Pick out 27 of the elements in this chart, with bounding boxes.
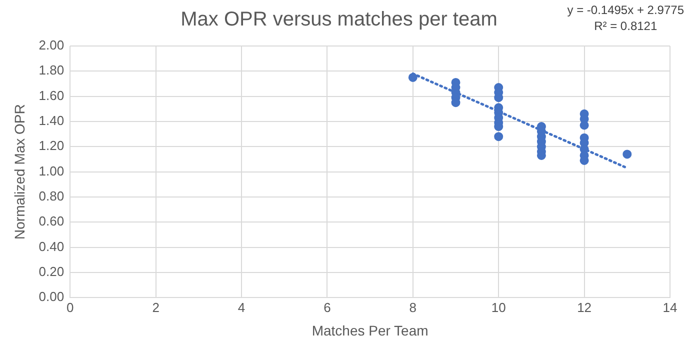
point	[494, 132, 504, 142]
x-tick-label: 14	[662, 300, 678, 315]
point	[622, 150, 632, 159]
x-axis-title: Matches Per Team	[312, 322, 428, 338]
x-tick-label: 4	[238, 300, 246, 315]
y-tick-label: 0.00	[38, 289, 64, 304]
y-tick-label: 0.80	[38, 188, 64, 204]
text: R² = 0.8121	[593, 18, 658, 34]
y-tick-label: 1.60	[38, 88, 64, 103]
x-tick-label: 6	[324, 300, 331, 315]
y-tick-label: 1.00	[38, 163, 64, 178]
y-tick-label: 1.40	[38, 113, 64, 128]
text: y = -0.1495x + 2.9775	[567, 2, 684, 18]
y-tick-label: 0.20	[38, 264, 64, 280]
y-axis-title: Normalized Max OPR	[11, 104, 28, 240]
x-tick-label: 2	[152, 300, 160, 315]
y-tick-label: 1.20	[38, 138, 64, 154]
x-tick-label: 12	[577, 300, 592, 315]
point	[408, 72, 418, 82]
y-tick-label: 0.40	[38, 238, 64, 254]
x-tick-label: 10	[491, 300, 506, 315]
y-tick-label: 1.80	[38, 62, 64, 78]
y-tick-label: 2.00	[38, 38, 64, 53]
y-tick-label: 0.60	[38, 214, 64, 229]
x-tick-label: 0	[66, 300, 74, 315]
x-tick-label: 8	[409, 300, 417, 315]
chart-title: Max OPR versus matches per team	[180, 8, 498, 31]
